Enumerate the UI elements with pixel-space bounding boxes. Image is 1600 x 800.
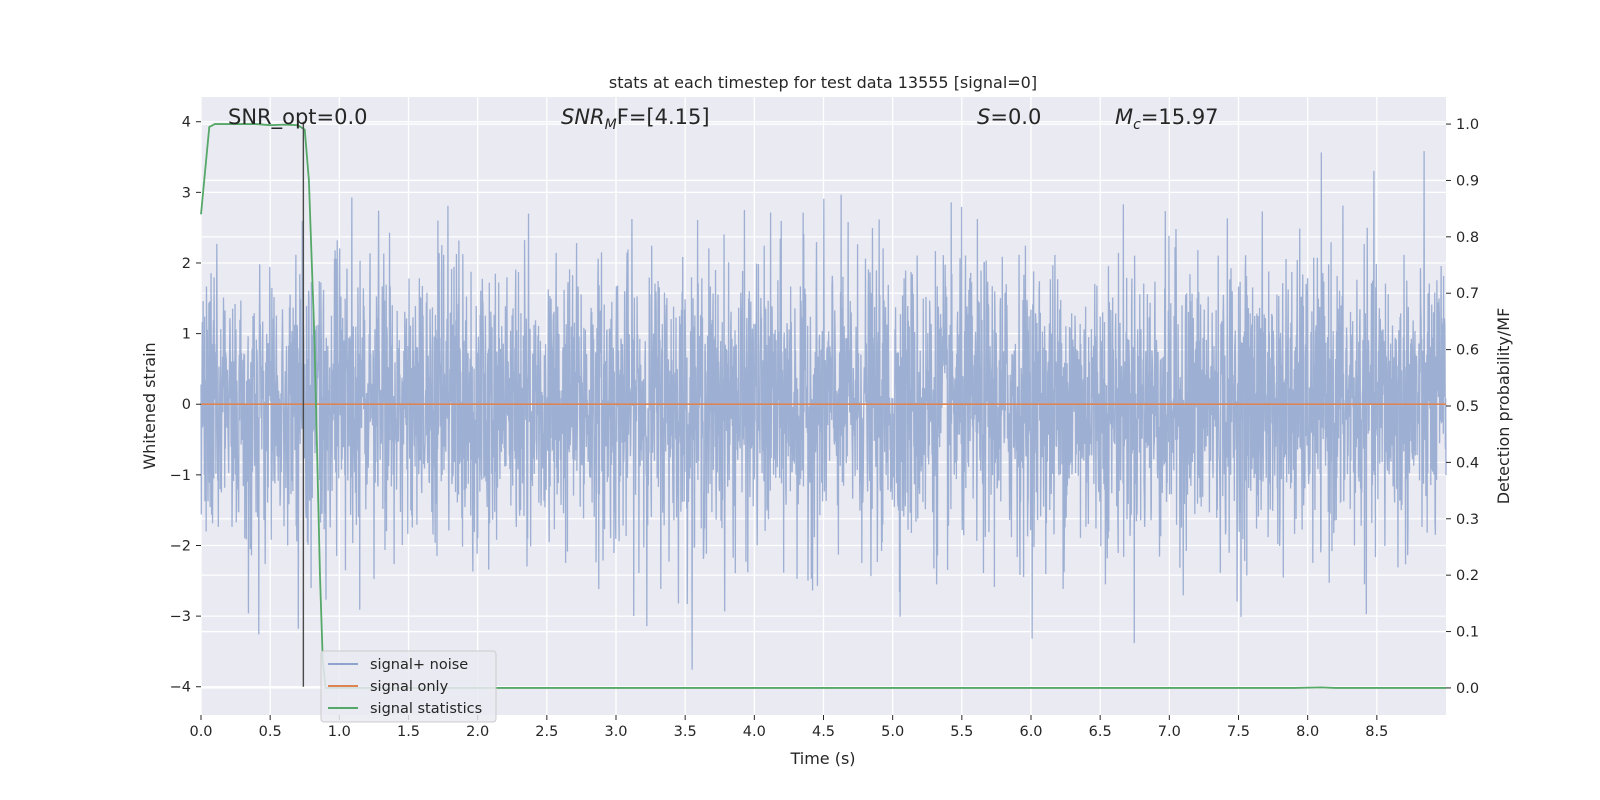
annotation-s-symbol: S (977, 105, 990, 129)
y-tick-label: 2 (182, 256, 191, 272)
y-tick-label-right: 0.9 (1456, 173, 1479, 189)
y-tick-label: −1 (170, 468, 191, 484)
series-layer (200, 123, 1446, 689)
x-tick-label: 0.5 (259, 724, 282, 740)
y-tick-label: 4 (182, 115, 191, 131)
annotation-snr-opt: SNR_opt=0.0 (228, 105, 368, 130)
annotation-snr-mf-value: F=[4.15] (617, 105, 710, 129)
x-tick-label: 2.5 (535, 724, 558, 740)
x-tick-label: 5.0 (881, 724, 904, 740)
y-tick-label-right: 0.7 (1456, 286, 1479, 302)
y-axis-label-right: Detection probability/MF (1494, 308, 1513, 505)
x-tick-label: 8.0 (1296, 724, 1319, 740)
signal-statistics-line (200, 123, 1446, 689)
y-tick-label-right: 0.6 (1456, 343, 1479, 359)
series-signal-noise (200, 151, 1447, 670)
legend-label-signal-only: signal only (370, 679, 449, 695)
x-tick-label: 3.5 (674, 724, 697, 740)
chart-title: stats at each timestep for test data 135… (609, 73, 1037, 92)
signal-noise-line (200, 151, 1447, 670)
legend-label-signal-statistics: signal statistics (370, 701, 482, 717)
annotation-snr-mf-subscript: M (605, 117, 617, 133)
annotation-mc: Mc=15.97 (1115, 105, 1219, 133)
x-tick-label: 4.5 (812, 724, 835, 740)
y-tick-label: −3 (170, 609, 191, 625)
annotation-mc-subscript: c (1133, 117, 1141, 133)
annotation-snr-mf: SNRMF=[4.15] (561, 105, 710, 133)
y-ticks-right: 1.0 0.9 0.8 0.7 0.6 0.5 0.4 0.3 0.2 0.1 0.0 (1446, 117, 1479, 697)
annotation-s: S=0.0 (977, 105, 1041, 129)
x-tick-label: 6.5 (1089, 724, 1112, 740)
annotation-mc-value: =15.97 (1141, 105, 1219, 129)
y-ticks: 4 3 2 1 0 −1 −2 −3 −4 (170, 115, 201, 696)
y-tick-label: −2 (170, 538, 191, 554)
y-tick-label-right: 0.3 (1456, 512, 1479, 528)
x-tick-label: 4.0 (743, 724, 766, 740)
annotation-snr-mf-symbol: SNR (561, 105, 605, 129)
annotation-s-value: =0.0 (990, 105, 1041, 129)
y-tick-label: 3 (182, 185, 191, 201)
x-tick-label: 5.5 (950, 724, 973, 740)
y-tick-label-right: 0.8 (1456, 230, 1479, 246)
x-axis-label: Time (s) (789, 749, 855, 768)
y-tick-label: −4 (170, 680, 191, 696)
x-ticks: 0.0 0.5 1.0 1.5 2.0 2.5 3.0 3.5 4.0 4.5 5.0 5.5 6.0 6… (189, 715, 1388, 740)
y-tick-label-right: 0.0 (1456, 681, 1479, 697)
legend: signal+ noise signal only signal statist… (320, 650, 497, 723)
y-axis-label: Whitened strain (140, 342, 159, 469)
y-tick-label-right: 0.1 (1456, 625, 1479, 641)
y-tick-label-right: 1.0 (1456, 117, 1479, 133)
x-tick-label: 8.5 (1365, 724, 1388, 740)
x-tick-label: 1.5 (397, 724, 420, 740)
x-tick-label: 6.0 (1019, 724, 1042, 740)
x-tick-label: 7.0 (1158, 724, 1181, 740)
legend-box (320, 650, 497, 723)
y-tick-label: 0 (182, 397, 191, 413)
x-tick-label: 7.5 (1227, 724, 1250, 740)
x-tick-label: 2.0 (466, 724, 489, 740)
annotation-mc-symbol: M (1115, 105, 1133, 129)
y-tick-label-right: 0.4 (1456, 455, 1479, 471)
y-tick-label-right: 0.5 (1456, 399, 1479, 415)
legend-label-signal-noise: signal+ noise (370, 657, 468, 673)
x-tick-label: 3.0 (604, 724, 627, 740)
x-tick-label: 1.0 (328, 724, 351, 740)
y-tick-label: 1 (182, 327, 191, 343)
y-tick-label-right: 0.2 (1456, 568, 1479, 584)
x-tick-label: 0.0 (189, 724, 212, 740)
